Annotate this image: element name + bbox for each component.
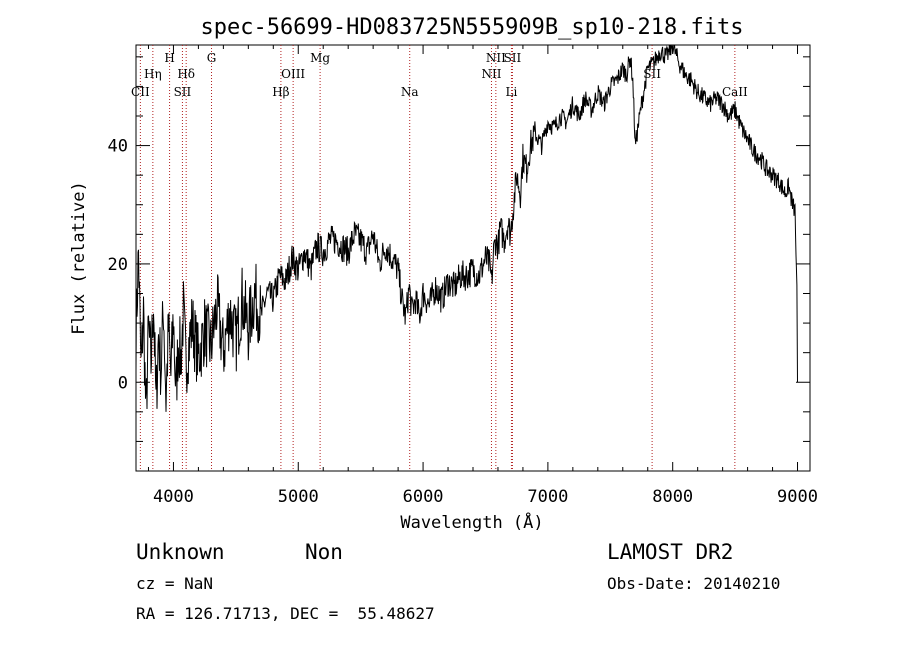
- y-tick-label: 40: [108, 137, 128, 157]
- line-label-g: G: [207, 51, 217, 65]
- line-label-caii: CaII: [722, 85, 748, 99]
- x-tick-label: 6000: [403, 487, 444, 507]
- x-tick-label: 8000: [652, 487, 693, 507]
- y-axis-label: Flux (relative): [69, 181, 89, 335]
- object-class: Unknown: [136, 540, 225, 564]
- line-label-nii: NII: [486, 51, 506, 65]
- line-label-sii: SII: [174, 85, 192, 99]
- axis-ticks: [136, 45, 810, 471]
- line-label-mg: Mg: [310, 51, 330, 65]
- plot-frame: [135, 44, 811, 472]
- line-label-sii: SII: [504, 51, 522, 65]
- line-label-hη: Hη: [144, 67, 162, 81]
- y-tick-label: 0: [118, 373, 128, 393]
- spectrum-series-line: [135, 44, 798, 412]
- line-label-h: H: [164, 51, 174, 65]
- redshift-cz: cz = NaN: [136, 574, 213, 593]
- line-label-cii: CII: [131, 85, 150, 99]
- survey-name: LAMOST DR2: [607, 540, 733, 564]
- chart-title: spec-56699-HD083725N555909B_sp10-218.fit…: [200, 15, 743, 40]
- x-tick-label: 4000: [153, 487, 194, 507]
- line-label-oiii: OIII: [281, 67, 305, 81]
- line-label-sii: SII: [643, 67, 661, 81]
- spectral-line-markers: [139, 45, 736, 471]
- x-tick-label: 5000: [278, 487, 319, 507]
- line-label-li: Li: [506, 85, 518, 99]
- line-label-hδ: Hδ: [177, 67, 195, 81]
- ra-dec-coordinates: RA = 126.71713, DEC = 55.48627: [136, 604, 435, 623]
- line-label-nii: NII: [481, 67, 501, 81]
- x-tick-label: 9000: [777, 487, 818, 507]
- object-subclass: Non: [305, 540, 343, 564]
- x-tick-label: 7000: [527, 487, 568, 507]
- axis-tick-labels: 4000 5000 6000 7000 8000 9000 0 20 40: [108, 137, 818, 507]
- observation-date: Obs-Date: 20140210: [607, 574, 780, 593]
- line-label-na: Na: [401, 85, 419, 99]
- y-tick-label: 20: [108, 255, 128, 275]
- line-label-hβ: Hβ: [272, 85, 289, 99]
- x-axis-label: Wavelength (Å): [400, 511, 543, 533]
